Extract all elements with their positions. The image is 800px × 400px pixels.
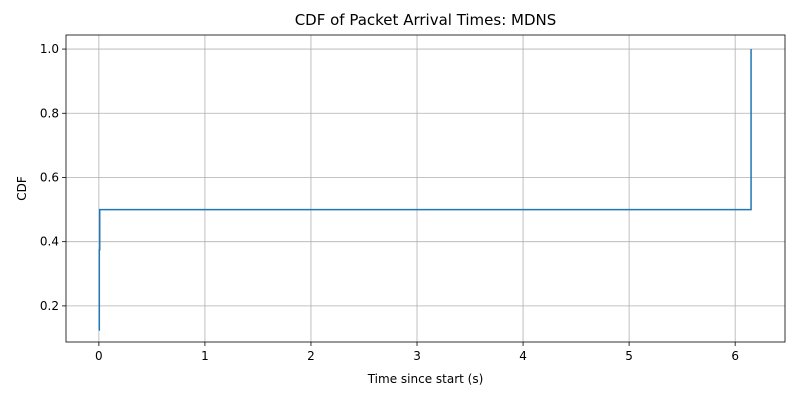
plot-frame [65,34,786,343]
axis-ticks: 0 1 2 3 4 5 6 0.2 0.4 0.6 0.8 1.0 [40,42,739,363]
y-axis-label: CDF [15,176,29,201]
x-tick-label: 0 [95,349,103,363]
y-tick-label: 1.0 [40,42,59,56]
x-axis-label: Time since start (s) [367,372,484,386]
plot-data [98,49,752,331]
chart-title: CDF of Packet Arrival Times: MDNS [295,11,557,29]
y-tick-label: 0.2 [40,299,59,313]
x-tick-label: 5 [625,349,633,363]
grid-lines [66,35,785,342]
x-tick-label: 2 [307,349,315,363]
y-tick-label: 0.6 [40,170,59,184]
x-tick-label: 1 [201,349,209,363]
x-tick-label: 4 [519,349,527,363]
y-tick-label: 0.4 [40,235,59,249]
x-tick-label: 6 [731,349,739,363]
cdf-step-line [98,49,752,331]
x-tick-label: 3 [413,349,421,363]
y-tick-label: 0.8 [40,106,59,120]
